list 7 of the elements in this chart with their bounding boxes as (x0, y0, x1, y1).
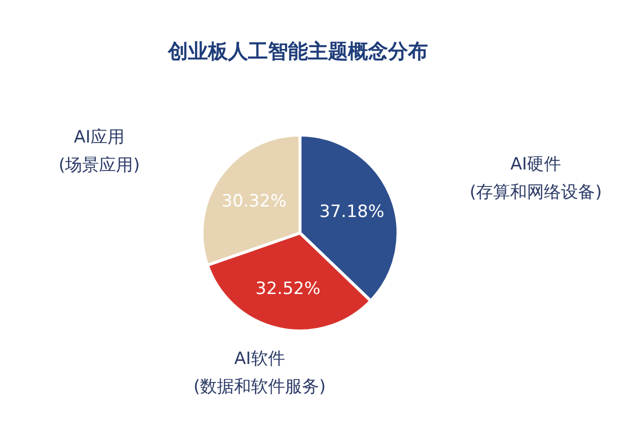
slice-label: AI软件 (数据和软件服务) (193, 348, 326, 397)
data-label: 37.18% (319, 202, 384, 222)
slice-label: AI应用 (场景应用) (58, 128, 140, 176)
data-label: 32.52% (256, 279, 320, 300)
chart-title: 创业板人工智能主题概念分布 (167, 39, 428, 63)
data-label: 30.32% (222, 191, 286, 212)
slice-label: AI硬件 (存算和网络设备) (470, 154, 602, 202)
